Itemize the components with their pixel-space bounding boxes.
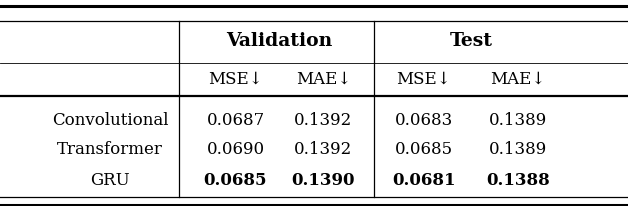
Text: 0.1390: 0.1390 — [291, 172, 355, 189]
Text: 0.1388: 0.1388 — [486, 172, 550, 189]
Text: 0.0685: 0.0685 — [203, 172, 268, 189]
Text: MAE↓: MAE↓ — [296, 71, 351, 88]
Text: 0.0683: 0.0683 — [395, 112, 453, 129]
Text: MAE↓: MAE↓ — [490, 71, 546, 88]
Text: MSE↓: MSE↓ — [208, 71, 263, 88]
Text: 0.1392: 0.1392 — [295, 112, 352, 129]
Text: Validation: Validation — [226, 32, 333, 50]
Text: 0.0681: 0.0681 — [392, 172, 456, 189]
Text: 0.1389: 0.1389 — [489, 112, 547, 129]
Text: 0.0690: 0.0690 — [207, 141, 264, 158]
Text: Convolutional: Convolutional — [51, 112, 168, 129]
Text: 0.0685: 0.0685 — [395, 141, 453, 158]
Text: 0.1392: 0.1392 — [295, 141, 352, 158]
Text: Transformer: Transformer — [57, 141, 163, 158]
Text: Test: Test — [450, 32, 492, 50]
Text: 0.0687: 0.0687 — [207, 112, 264, 129]
Text: GRU: GRU — [90, 172, 130, 189]
Text: MSE↓: MSE↓ — [397, 71, 451, 88]
Text: 0.1389: 0.1389 — [489, 141, 547, 158]
